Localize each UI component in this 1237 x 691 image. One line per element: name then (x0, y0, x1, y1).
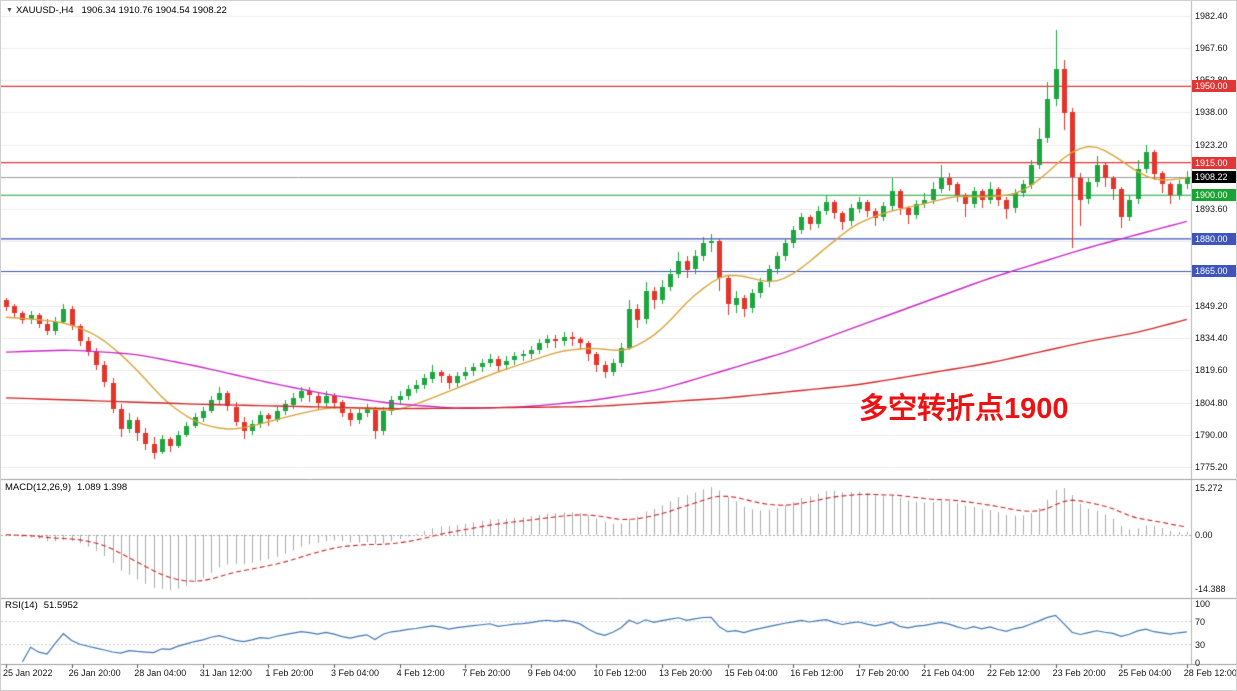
ohlc-readout: 1906.34 1910.76 1904.54 1908.22 (81, 5, 226, 16)
macd-values: 1.089 1.398 (77, 482, 127, 493)
price-axis-label: 1923.20 (1195, 140, 1228, 150)
collapse-triangle-icon[interactable]: ▼ (6, 7, 13, 14)
time-axis-label: 16 Feb 12:00 (790, 668, 843, 678)
rsi-scale-label: 70 (1195, 617, 1205, 627)
macd-indicator-label: MACD(12,26,9) 1.089 1.398 (5, 482, 127, 493)
macd-name: MACD(12,26,9) (5, 482, 71, 493)
macd-scale-min-label: -14.388 (1195, 584, 1226, 594)
rsi-scale-label: 30 (1195, 640, 1205, 650)
time-axis-label: 28 Jan 04:00 (134, 668, 186, 678)
rsi-scale-label: 100 (1195, 599, 1210, 609)
price-axis-label: 1819.60 (1195, 365, 1228, 375)
price-axis-label: 1834.40 (1195, 333, 1228, 343)
price-line-tag-1900.00: 1900.00 (1192, 189, 1237, 201)
time-axis-label: 28 Feb 12:00 (1184, 668, 1237, 678)
price-axis-label: 1893.60 (1195, 204, 1228, 214)
trading-chart-window: ▼XAUUSD-,H4 1906.34 1910.76 1904.54 1908.… (0, 0, 1237, 691)
price-axis-label: 1775.20 (1195, 462, 1228, 472)
time-axis-label: 22 Feb 12:00 (987, 668, 1040, 678)
chart-title: ▼XAUUSD-,H4 1906.34 1910.76 1904.54 1908.… (6, 5, 227, 16)
time-axis-label: 9 Feb 04:00 (528, 668, 576, 678)
time-axis-label: 23 Feb 20:00 (1053, 668, 1106, 678)
time-axis-label: 13 Feb 20:00 (659, 668, 712, 678)
macd-scale-zero-label: 0.00 (1195, 530, 1213, 540)
time-axis-label: 31 Jan 12:00 (200, 668, 252, 678)
rsi-name: RSI(14) (5, 600, 38, 611)
symbol-timeframe-label: XAUUSD-,H4 (16, 5, 74, 16)
time-axis-label: 4 Feb 12:00 (397, 668, 445, 678)
rsi-indicator-label: RSI(14) 51.5952 (5, 600, 78, 611)
price-line-tag-1865.00: 1865.00 (1192, 265, 1237, 277)
price-axis-label: 1790.00 (1195, 430, 1228, 440)
time-axis-label: 10 Feb 12:00 (593, 668, 646, 678)
price-line-tag-1950.00: 1950.00 (1192, 80, 1237, 92)
price-axis-label: 1982.40 (1195, 11, 1228, 21)
rsi-scale-label: 0 (1195, 658, 1200, 668)
time-axis-label: 7 Feb 20:00 (462, 668, 510, 678)
time-axis-label: 26 Jan 20:00 (69, 668, 121, 678)
macd-scale-max-label: 15.272 (1195, 483, 1223, 493)
annotation-text: 多空转折点1900 (859, 385, 1069, 427)
time-axis-label: 25 Jan 2022 (3, 668, 53, 678)
price-axis-label: 1938.00 (1195, 107, 1228, 117)
time-axis-label: 21 Feb 04:00 (921, 668, 974, 678)
current-price-tag: 1908.22 (1192, 171, 1237, 183)
price-axis-label: 1804.80 (1195, 398, 1228, 408)
time-axis-label: 25 Feb 04:00 (1118, 668, 1171, 678)
price-axis-label: 1967.60 (1195, 43, 1228, 53)
time-axis-label: 17 Feb 20:00 (856, 668, 909, 678)
chart-canvas[interactable] (1, 1, 1237, 691)
price-line-tag-1915.00: 1915.00 (1192, 157, 1237, 169)
time-axis-label: 15 Feb 04:00 (725, 668, 778, 678)
time-axis-label: 1 Feb 20:00 (265, 668, 313, 678)
price-line-tag-1880.00: 1880.00 (1192, 233, 1237, 245)
time-axis-label: 3 Feb 04:00 (331, 668, 379, 678)
price-axis-label: 1849.20 (1195, 301, 1228, 311)
rsi-value: 51.5952 (44, 600, 78, 611)
